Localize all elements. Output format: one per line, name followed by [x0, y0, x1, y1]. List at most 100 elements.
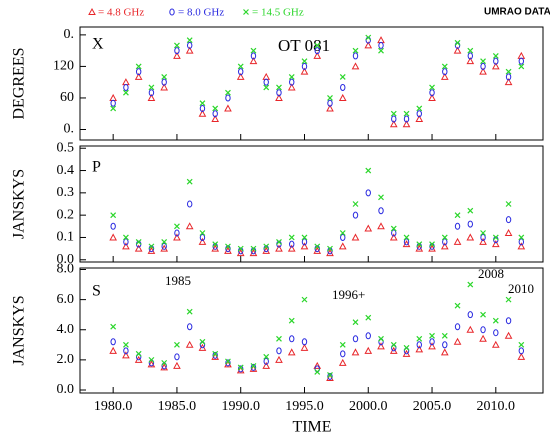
data-point	[173, 233, 181, 241]
data-point	[174, 229, 180, 237]
panel-label: S	[92, 283, 101, 300]
data-point	[340, 350, 346, 358]
data-point	[518, 341, 525, 348]
data-point	[224, 104, 232, 112]
data-point	[441, 332, 448, 339]
data-point	[467, 207, 474, 214]
data-point	[440, 348, 449, 356]
data-point	[352, 52, 359, 60]
data-point	[289, 240, 295, 248]
y-tick-label: 0.4	[57, 163, 75, 178]
data-point	[262, 72, 271, 80]
data-point	[173, 51, 181, 59]
data-point	[416, 110, 422, 118]
data-point	[440, 72, 449, 80]
data-point	[479, 237, 487, 245]
data-point	[365, 314, 372, 321]
data-point	[378, 335, 384, 342]
data-point	[378, 194, 384, 201]
data-point	[276, 238, 282, 245]
data-point	[492, 52, 499, 59]
x-tick-label: 1985.0	[158, 399, 197, 414]
data-point	[122, 89, 129, 96]
data-point	[199, 233, 206, 241]
data-point	[185, 222, 194, 230]
data-point	[262, 361, 271, 369]
data-point	[211, 352, 220, 360]
data-point	[301, 238, 308, 246]
data-point	[429, 332, 435, 339]
data-point	[249, 364, 258, 372]
data-point	[453, 46, 462, 54]
data-point	[263, 357, 269, 365]
data-point	[237, 63, 244, 70]
data-point	[428, 93, 436, 101]
data-point	[454, 323, 461, 331]
data-point	[263, 78, 269, 86]
data-point	[122, 234, 129, 241]
data-point	[339, 230, 346, 236]
data-point	[275, 355, 283, 363]
data-point	[390, 341, 397, 348]
data-point	[199, 230, 206, 236]
data-point	[377, 342, 385, 350]
data-point	[491, 62, 500, 70]
legend-label: = 8.0 GHz	[178, 7, 224, 19]
data-point	[351, 233, 360, 241]
data-point	[109, 346, 118, 354]
y-tick-label: 0.3	[57, 185, 75, 200]
data-point	[454, 212, 461, 219]
data-point	[491, 340, 500, 348]
data-point	[161, 242, 167, 250]
x-axis-label: TIME	[292, 419, 331, 436]
y-axis-label: JANSKYS	[11, 295, 28, 365]
data-point	[225, 243, 231, 250]
data-point	[440, 242, 449, 250]
data-point	[249, 57, 258, 65]
data-point	[225, 358, 231, 365]
legend-marker	[88, 7, 96, 15]
y-tick-label: 0.	[64, 122, 75, 137]
data-point	[480, 62, 486, 70]
data-point	[518, 57, 525, 65]
data-point	[327, 372, 333, 378]
data-point	[429, 89, 435, 97]
data-point	[186, 308, 193, 315]
data-point	[327, 245, 333, 252]
data-point	[250, 52, 257, 60]
data-point	[186, 200, 193, 208]
data-point	[301, 62, 308, 70]
data-point	[518, 238, 525, 246]
data-point	[327, 99, 333, 107]
data-point	[300, 67, 309, 75]
data-point	[377, 222, 385, 230]
data-point	[174, 47, 180, 55]
y-tick-label: 8.0	[57, 262, 75, 277]
annotation: 1985	[165, 273, 191, 288]
y-tick-label: 120	[53, 59, 74, 74]
y-axis-label: DEGREES	[11, 48, 28, 120]
data-point	[466, 325, 475, 333]
data-point	[174, 223, 180, 230]
data-point	[276, 89, 282, 97]
data-point	[161, 74, 168, 80]
y-tick-label: 0.5	[57, 140, 75, 155]
data-point	[340, 233, 346, 241]
data-point	[313, 361, 322, 369]
data-point	[403, 115, 410, 123]
data-point	[415, 114, 424, 122]
data-point	[122, 242, 130, 250]
data-point	[148, 243, 155, 250]
annotation: 1996+	[332, 287, 365, 302]
data-point	[134, 72, 143, 80]
data-point	[122, 78, 130, 86]
chart-title: UMRAO DATA	[484, 7, 550, 18]
data-point	[338, 93, 347, 101]
data-point	[454, 39, 461, 46]
data-point	[378, 47, 384, 54]
data-point	[287, 348, 296, 356]
data-point	[109, 93, 118, 101]
data-point	[415, 345, 424, 353]
data-point	[518, 63, 525, 70]
